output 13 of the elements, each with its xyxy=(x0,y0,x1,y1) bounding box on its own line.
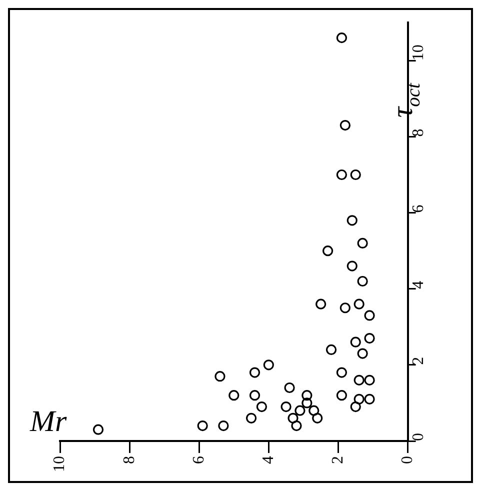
x-tick-label: 6 xyxy=(190,456,208,464)
x-axis-title: Mr xyxy=(29,405,67,438)
y-tick-label: 0 xyxy=(410,433,428,441)
y-tick-label: 8 xyxy=(410,128,428,137)
y-tick-label: 10 xyxy=(410,44,428,61)
y-tick-label: 6 xyxy=(410,204,428,213)
y-tick-label: 2 xyxy=(410,356,428,365)
x-tick-label: 8 xyxy=(120,456,138,464)
x-tick-label: 10 xyxy=(51,456,68,472)
x-tick-label: 0 xyxy=(399,456,416,464)
x-tick-label: 4 xyxy=(260,456,277,464)
y-tick-label: 4 xyxy=(410,280,428,289)
x-tick-label: 2 xyxy=(329,456,346,464)
